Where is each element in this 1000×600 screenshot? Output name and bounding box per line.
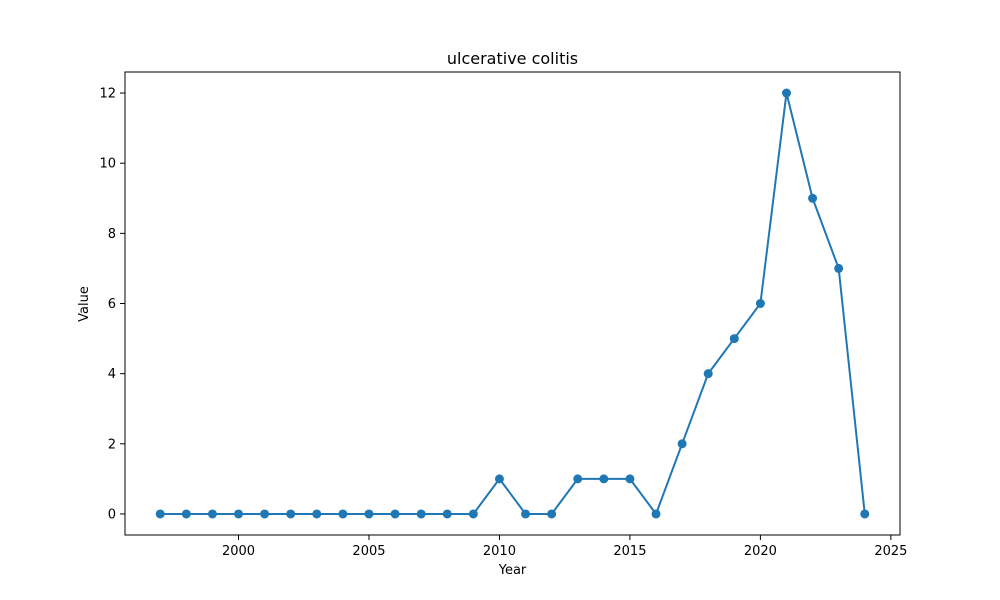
data-point bbox=[808, 193, 818, 203]
data-point bbox=[599, 474, 609, 484]
data-point bbox=[338, 509, 348, 519]
data-point bbox=[286, 509, 296, 519]
y-tick-label: 12 bbox=[99, 87, 116, 102]
data-point bbox=[416, 509, 426, 519]
data-point bbox=[547, 509, 557, 519]
data-point bbox=[625, 474, 635, 484]
y-tick-label: 0 bbox=[108, 507, 116, 522]
data-point bbox=[755, 299, 765, 308]
x-tick-label: 2000 bbox=[222, 544, 255, 559]
chart-title: ulcerative colitis bbox=[447, 49, 578, 68]
x-axis-label: Year bbox=[498, 563, 527, 578]
data-point bbox=[155, 509, 165, 519]
data-point bbox=[260, 509, 270, 519]
y-tick-label: 6 bbox=[108, 297, 116, 312]
data-point bbox=[521, 509, 531, 519]
data-point bbox=[860, 509, 870, 519]
data-point bbox=[781, 88, 791, 98]
data-point bbox=[442, 509, 452, 519]
y-tick-label: 8 bbox=[108, 227, 116, 242]
y-tick-label: 4 bbox=[108, 367, 116, 382]
y-tick-label: 10 bbox=[99, 157, 116, 172]
data-point bbox=[234, 509, 244, 519]
data-point bbox=[468, 509, 478, 519]
plot-area: 2000 2005 2010 2015 2020 2025 0 2 4 6 8 10 12 bbox=[99, 71, 907, 559]
data-point bbox=[364, 509, 374, 519]
x-tick-label: 2015 bbox=[613, 544, 646, 559]
data-point bbox=[729, 334, 739, 344]
data-point bbox=[677, 439, 687, 449]
x-tick-label: 2010 bbox=[483, 544, 516, 559]
data-point bbox=[651, 509, 661, 519]
data-point bbox=[494, 474, 504, 484]
data-point bbox=[573, 474, 583, 484]
y-axis-label: Value bbox=[77, 286, 92, 322]
x-tick-label: 2020 bbox=[744, 544, 777, 559]
data-point bbox=[181, 509, 191, 519]
x-tick-label: 2025 bbox=[874, 544, 907, 559]
data-point bbox=[207, 509, 217, 519]
x-tick-label: 2005 bbox=[352, 544, 385, 559]
data-point bbox=[312, 509, 322, 519]
y-tick-label: 2 bbox=[108, 437, 116, 452]
data-point bbox=[703, 369, 713, 379]
data-point bbox=[390, 509, 400, 519]
data-point bbox=[834, 263, 844, 273]
series-line bbox=[160, 92, 866, 515]
